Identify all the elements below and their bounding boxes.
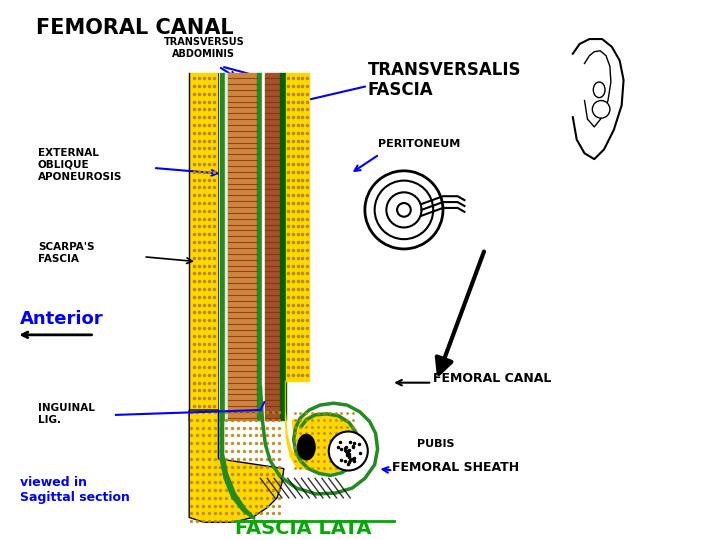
Text: TRANSVERSUS
ABDOMINIS: TRANSVERSUS ABDOMINIS <box>163 37 244 58</box>
Polygon shape <box>262 73 265 420</box>
Polygon shape <box>189 73 218 420</box>
Text: FEMORAL CANAL: FEMORAL CANAL <box>36 18 233 38</box>
Circle shape <box>593 100 610 118</box>
Text: FASCIA LATA: FASCIA LATA <box>235 519 372 538</box>
Text: viewed in
Sagittal section: viewed in Sagittal section <box>20 476 130 504</box>
Ellipse shape <box>593 82 605 98</box>
Circle shape <box>329 431 368 470</box>
Polygon shape <box>228 73 258 420</box>
Circle shape <box>387 192 421 227</box>
Polygon shape <box>225 73 228 420</box>
Circle shape <box>365 171 443 249</box>
Polygon shape <box>280 73 286 420</box>
Circle shape <box>397 203 411 217</box>
Text: PUBIS: PUBIS <box>417 440 454 449</box>
Polygon shape <box>258 73 262 420</box>
Polygon shape <box>292 412 358 474</box>
Polygon shape <box>286 73 309 381</box>
Text: FEMORAL SHEATH: FEMORAL SHEATH <box>392 461 519 474</box>
Polygon shape <box>265 73 280 420</box>
Text: SCARPA'S
FASCIA: SCARPA'S FASCIA <box>38 242 94 264</box>
Text: PERITONEUM: PERITONEUM <box>377 139 460 148</box>
Text: Anterior: Anterior <box>20 310 104 328</box>
Circle shape <box>374 180 433 239</box>
Polygon shape <box>220 73 225 420</box>
Polygon shape <box>189 410 284 522</box>
Text: TRANSVERSALIS
FASCIA: TRANSVERSALIS FASCIA <box>368 60 521 99</box>
Text: INGUINAL
LIG.: INGUINAL LIG. <box>38 403 95 425</box>
Text: EXTERNAL
OBLIQUE
APONEUROSIS: EXTERNAL OBLIQUE APONEUROSIS <box>38 148 122 181</box>
Ellipse shape <box>297 434 315 460</box>
Text: FEMORAL CANAL: FEMORAL CANAL <box>433 372 552 385</box>
Polygon shape <box>285 381 330 472</box>
Polygon shape <box>220 410 256 521</box>
